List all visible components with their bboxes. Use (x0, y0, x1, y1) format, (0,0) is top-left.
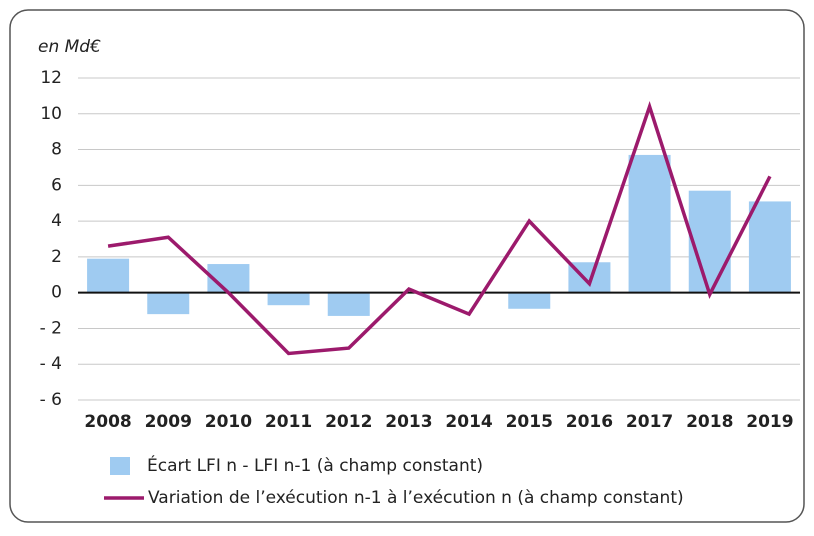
x-tick-label: 2017 (626, 412, 673, 432)
x-tick-label: 2009 (145, 412, 192, 432)
legend-label: Variation de l’exécution n-1 à l’exécuti… (148, 488, 684, 508)
bar (327, 292, 370, 316)
bar (508, 292, 551, 309)
x-tick-label: 2012 (325, 412, 372, 432)
legend-swatch (110, 457, 130, 475)
bar (87, 258, 130, 293)
x-tick-label: 2008 (84, 412, 131, 432)
line (107, 101, 772, 356)
bar (147, 292, 190, 315)
y-tick-label: 6 (51, 175, 62, 195)
x-tick-label: 2013 (385, 412, 432, 432)
x-tick-label: 2014 (445, 412, 492, 432)
legend-label: Écart LFI n - LFI n-1 (à champ constant) (147, 454, 483, 476)
frame (9, 9, 805, 523)
bar (688, 190, 731, 293)
x-tick-label: 2011 (265, 412, 312, 432)
x-tick-label: 2019 (746, 412, 793, 432)
y-tick-label: 4 (51, 211, 62, 231)
y-tick-label: - 4 (40, 354, 62, 374)
bar (267, 292, 310, 306)
y-axis-label: en Md€ (38, 37, 101, 57)
y-tick-label: 12 (40, 68, 62, 88)
y-tick-label: 10 (40, 104, 62, 124)
x-tick-label: 2015 (506, 412, 553, 432)
bar (628, 154, 671, 293)
x-tick-label: 2010 (205, 412, 252, 432)
y-tick-label: 0 (51, 283, 62, 303)
x-tick-label: 2016 (566, 412, 613, 432)
x-tick-label: 2018 (686, 412, 733, 432)
y-tick-label: - 2 (40, 318, 62, 338)
y-tick-label: 2 (51, 247, 62, 267)
y-tick-label: - 6 (40, 390, 62, 410)
y-tick-label: 8 (51, 140, 62, 160)
bar (748, 201, 791, 293)
